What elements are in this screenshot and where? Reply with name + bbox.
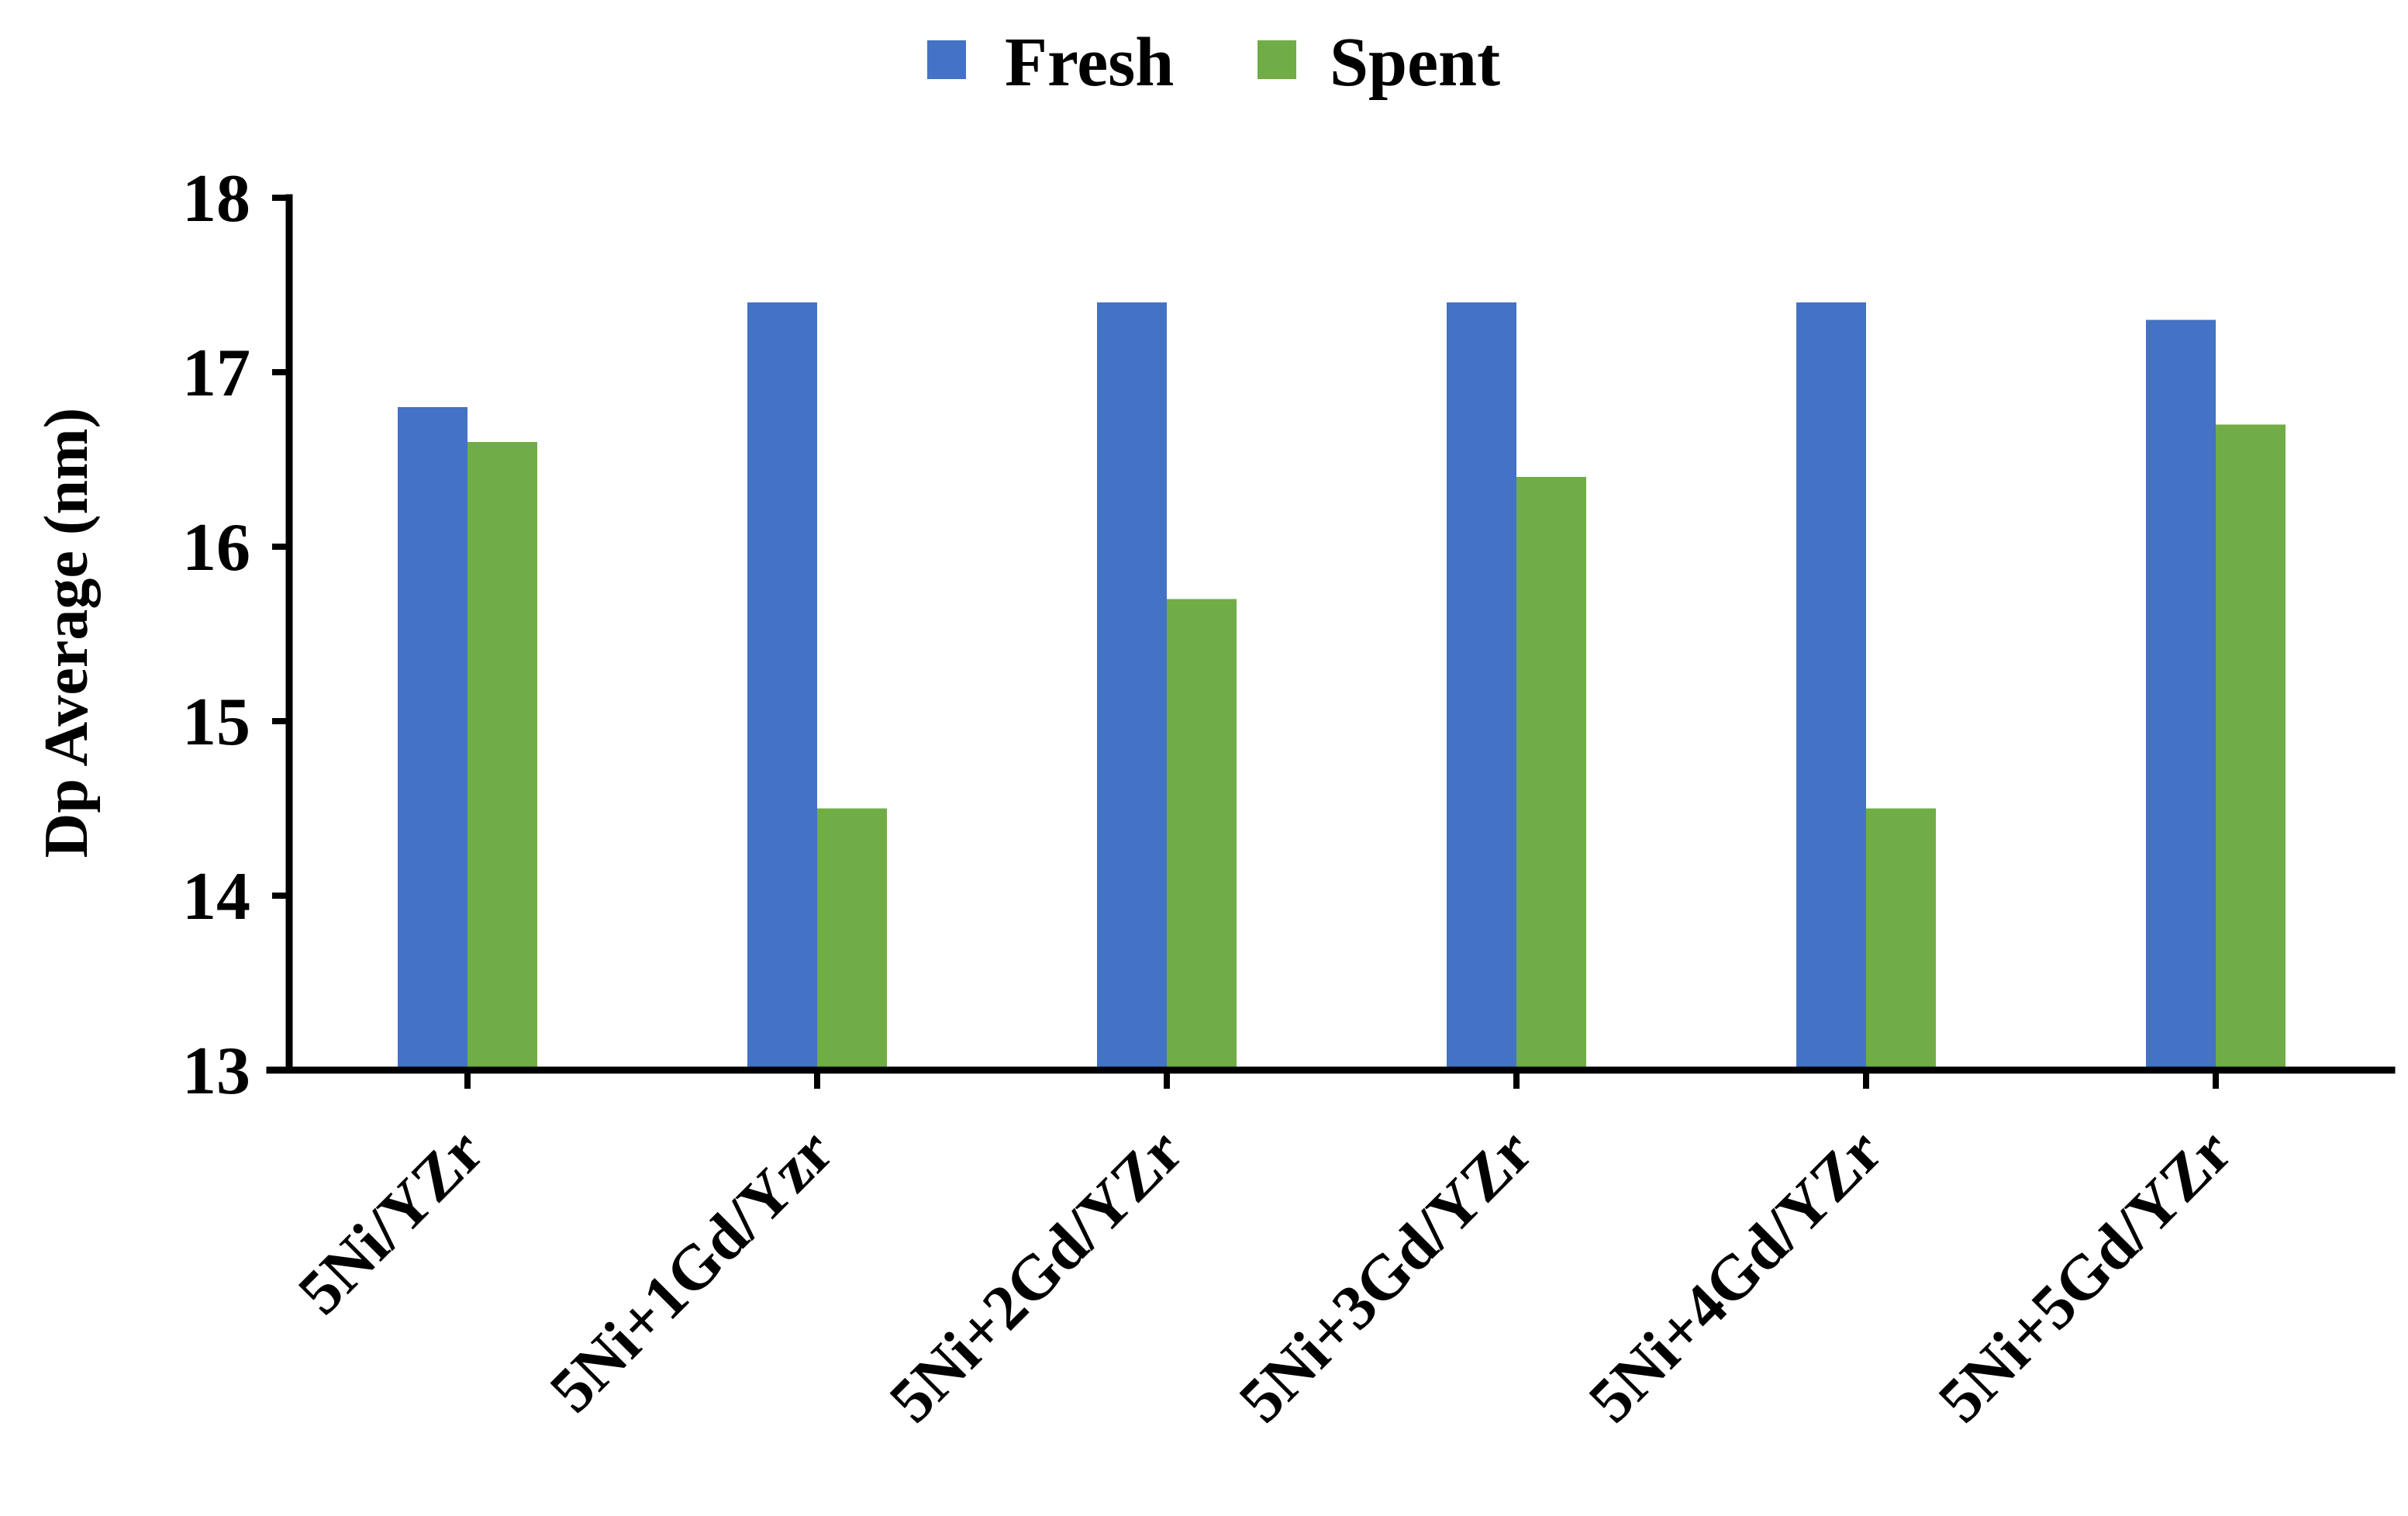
y-ticks: 13 14 15 16 17 18 <box>182 161 289 1109</box>
y-tick-label: 15 <box>182 685 250 760</box>
x-tick-label: 5Ni+5Gd/YZr <box>1925 1115 2245 1435</box>
bar-fresh-3 <box>1097 302 1167 1070</box>
x-tick-label: 5Ni/YZr <box>285 1115 497 1328</box>
bar-fresh-4 <box>1447 302 1516 1070</box>
y-tick-label: 18 <box>182 161 250 237</box>
legend-label-fresh: Fresh <box>1005 24 1174 101</box>
x-tick-label: 5Ni+2Gd/YZr <box>876 1115 1196 1435</box>
bar-spent-1 <box>467 442 537 1070</box>
axes <box>266 194 2396 1074</box>
y-tick-label: 13 <box>182 1034 250 1109</box>
x-tick-label: 5Ni+4Gd/YZr <box>1575 1115 1896 1435</box>
bar-spent-5 <box>1866 808 1936 1070</box>
y-tick-label: 16 <box>182 510 250 585</box>
bars <box>398 302 2286 1070</box>
x-tick-label: 5Ni+3Gd/YZr <box>1226 1115 1546 1435</box>
bar-fresh-1 <box>398 407 467 1070</box>
y-tick-label: 14 <box>182 859 250 934</box>
y-tick-label: 17 <box>182 336 250 411</box>
bar-spent-4 <box>1516 477 1586 1070</box>
legend: Fresh Spent <box>927 24 1500 101</box>
bar-spent-2 <box>817 808 887 1070</box>
bar-spent-6 <box>2216 424 2286 1070</box>
bar-spent-3 <box>1167 599 1237 1070</box>
bar-fresh-2 <box>747 302 817 1070</box>
y-axis-label: Dp Average (nm) <box>33 408 101 858</box>
legend-swatch-fresh <box>927 40 966 79</box>
legend-label-spent: Spent <box>1330 24 1500 101</box>
legend-swatch-spent <box>1257 40 1296 79</box>
bar-fresh-6 <box>2146 319 2216 1070</box>
x-tick-label: 5Ni+1Gd/Yzr <box>536 1115 847 1425</box>
bar-fresh-5 <box>1796 302 1866 1070</box>
x-ticks: 5Ni/YZr 5Ni+1Gd/Yzr 5Ni+2Gd/YZr 5Ni+3Gd/YZr… <box>285 1070 2245 1435</box>
